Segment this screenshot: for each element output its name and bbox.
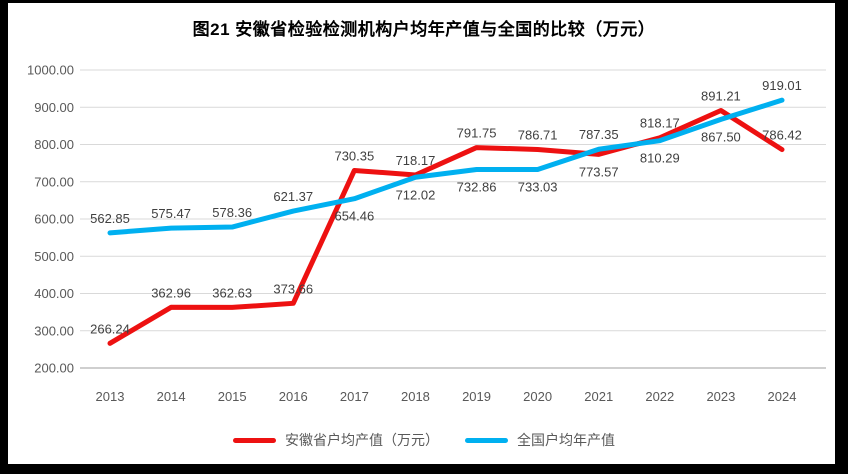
legend-item-national: 全国户均年产值 (465, 430, 615, 450)
y-tick-label: 800.00 (34, 137, 74, 152)
data-label: 575.47 (151, 206, 191, 221)
data-label: 810.29 (640, 151, 680, 166)
y-tick-label: 200.00 (34, 361, 74, 376)
x-tick-label: 2014 (157, 389, 186, 404)
x-tick-label: 2018 (401, 389, 430, 404)
x-tick-label: 2016 (279, 389, 308, 404)
data-label: 791.75 (457, 126, 497, 141)
x-tick-label: 2019 (462, 389, 491, 404)
y-tick-label: 1000.00 (27, 63, 74, 78)
data-label: 733.03 (518, 179, 558, 194)
legend-line-swatch-anhui (233, 437, 276, 443)
x-tick-label: 2021 (584, 389, 613, 404)
x-tick-label: 2020 (523, 389, 552, 404)
x-tick-label: 2017 (340, 389, 369, 404)
data-label: 786.42 (762, 128, 802, 143)
y-tick-label: 500.00 (34, 249, 74, 264)
legend-line-swatch-national (465, 437, 508, 443)
data-label: 578.36 (212, 205, 252, 220)
data-label: 773.57 (579, 164, 619, 179)
legend-item-anhui: 安徽省户均产值（万元） (233, 430, 439, 450)
data-label: 712.02 (396, 187, 436, 202)
data-label: 818.17 (640, 116, 680, 131)
data-label: 891.21 (701, 89, 741, 104)
data-label: 621.37 (273, 189, 313, 204)
legend-label-anhui: 安徽省户均产值（万元） (285, 432, 439, 448)
x-tick-label: 2024 (768, 389, 797, 404)
y-tick-label: 400.00 (34, 286, 74, 301)
data-label: 266.24 (90, 321, 130, 336)
x-tick-label: 2015 (218, 389, 247, 404)
series-line-0 (107, 108, 785, 346)
x-tick-label: 2013 (96, 389, 125, 404)
data-label: 786.71 (518, 127, 558, 142)
data-label: 562.85 (90, 211, 130, 226)
data-label: 362.63 (212, 285, 252, 300)
data-label: 787.35 (579, 127, 619, 142)
y-tick-label: 600.00 (34, 212, 74, 227)
chart-canvas (8, 3, 835, 464)
y-tick-label: 700.00 (34, 174, 74, 189)
legend-label-national: 全国户均年产值 (517, 432, 615, 448)
series-line-1 (107, 97, 785, 236)
x-tick-label: 2022 (645, 389, 674, 404)
data-label: 654.46 (334, 209, 374, 224)
chart-legend: 安徽省户均产值（万元） 全国户均年产值 (0, 427, 848, 453)
data-label: 730.35 (334, 148, 374, 163)
data-label: 919.01 (762, 78, 802, 93)
data-label: 362.96 (151, 285, 191, 300)
data-label: 867.50 (701, 129, 741, 144)
data-label: 718.17 (396, 153, 436, 168)
data-label: 732.86 (457, 180, 497, 195)
x-tick-label: 2023 (706, 389, 735, 404)
chart-title: 图21 安徽省检验检测机构户均年产值与全国的比较（万元） (192, 20, 656, 39)
data-label: 373.66 (273, 281, 313, 296)
y-tick-label: 300.00 (34, 323, 74, 338)
y-tick-label: 900.00 (34, 100, 74, 115)
